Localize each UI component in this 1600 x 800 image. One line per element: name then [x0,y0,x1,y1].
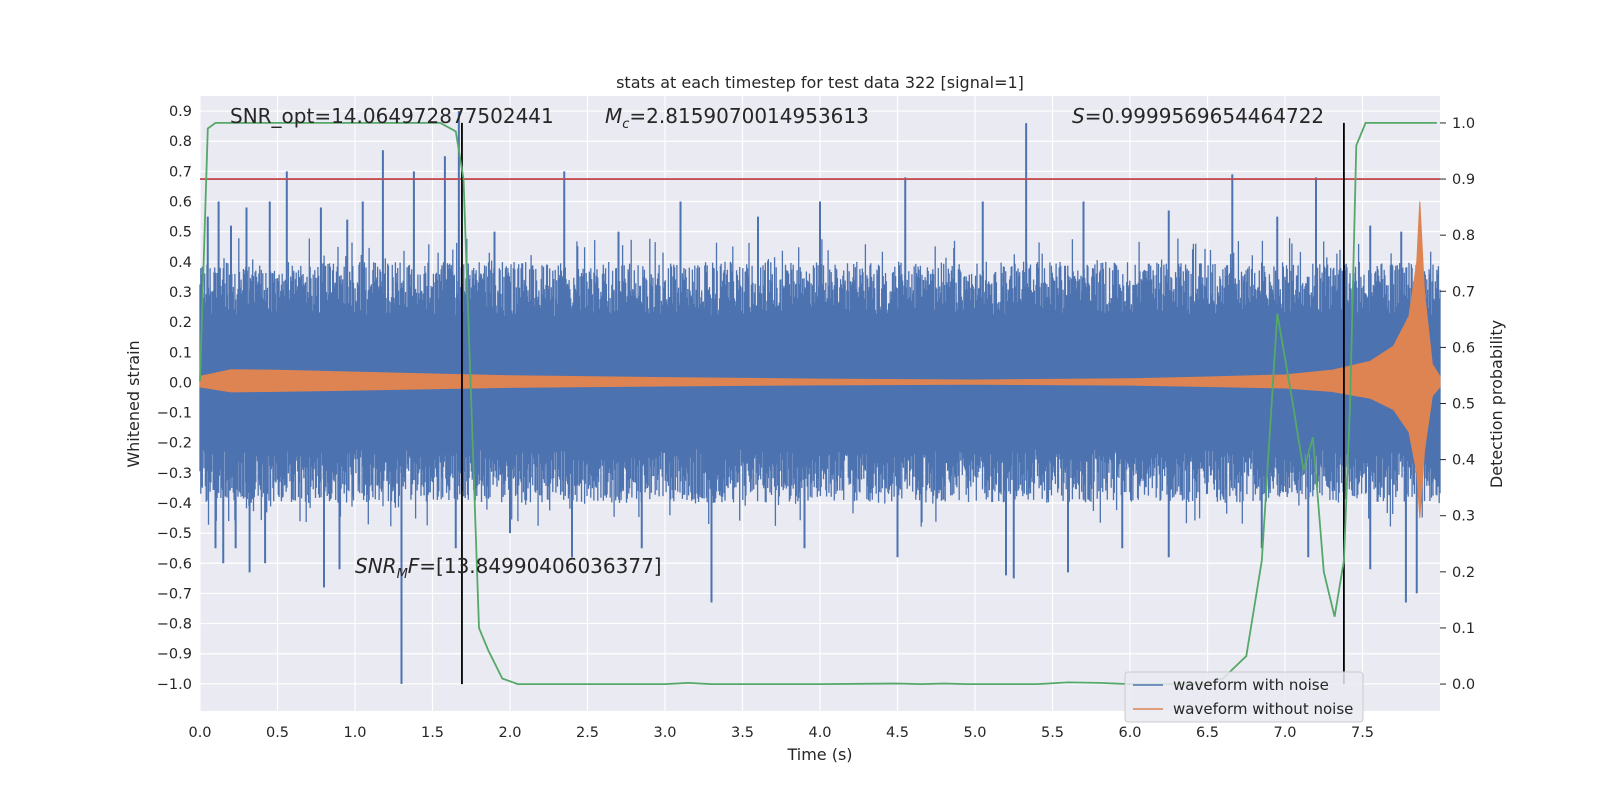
snr-opt-annotation: SNR_opt=14.064972877502441 [230,104,554,128]
x-tick-label: 1.0 [343,725,366,741]
x-tick-label: 0.5 [266,725,289,741]
right-y-tick-label: 0.3 [1452,509,1475,525]
y-tick-label: 0.9 [169,104,192,120]
right-y-tick-label: 0.8 [1452,228,1475,244]
right-y-tick-label: 0.7 [1452,284,1475,300]
right-y-tick-label: 0.4 [1452,453,1475,469]
waveform-without-noise-series [199,201,1441,519]
x-tick-label: 5.5 [1041,725,1064,741]
vertical-markers [461,122,1345,685]
snr-mf-annotation: SNRMF=[13.84990406036377] [355,554,662,582]
y-tick-label: −0.1 [157,406,192,422]
x-axis-label: Time (s) [786,745,852,764]
detection-probability-line [199,122,1437,686]
y-tick-label: −0.5 [157,526,192,542]
x-tick-label: 5.0 [963,725,986,741]
right-y-tick-label: 0.9 [1452,172,1475,188]
y-tick-label: 0.4 [169,255,192,271]
snr-mf-symbol: SNR [355,554,397,578]
s-symbol: S [1072,104,1085,128]
y-tick-label: −0.2 [157,436,192,452]
x-tick-label: 7.0 [1273,725,1296,741]
y-tick-label: 0.0 [169,375,192,391]
y-axis-ticks: 0.9 0.8 0.7 0.6 0.5 0.4 0.3 0.2 0.1 0.0 −0.1 −0.2 −0… [157,104,192,693]
right-y-tick-label: 0.5 [1452,397,1475,413]
x-tick-label: 6.0 [1118,725,1141,741]
snr-mf-subscript: M [397,567,408,582]
y-tick-label: 0.8 [169,134,192,150]
y-tick-label: 0.6 [169,195,192,211]
y-tick-label: −0.8 [157,617,192,633]
s-annotation: S=0.9999569654464722 [1072,104,1324,128]
x-tick-label: 2.5 [576,725,599,741]
chirp-mass-value: =2.8159070014953613 [629,104,868,128]
x-tick-label: 1.5 [421,725,444,741]
legend-label-clean: waveform without noise [1173,700,1353,718]
y-axis-label: Whitened strain [124,340,143,467]
y-tick-label: 0.1 [169,345,192,361]
detection-probability-series [199,122,1437,686]
x-tick-label: 3.5 [731,725,754,741]
y-tick-label: 0.3 [169,285,192,301]
x-tick-label: 2.0 [498,725,521,741]
chirp-mass-symbol: M [605,104,622,128]
s-value: =0.9999569654464722 [1085,104,1324,128]
y-tick-label: −0.6 [157,556,192,572]
y-tick-label: −0.7 [157,586,192,602]
right-y-tick-label: 0.1 [1452,621,1475,637]
x-tick-label: 4.5 [886,725,909,741]
y-tick-label: 0.5 [169,225,192,241]
x-tick-label: 7.5 [1351,725,1374,741]
y-tick-label: −0.3 [157,466,192,482]
legend-box [1124,671,1364,723]
snr-mf-value: =[13.84990406036377] [419,554,661,578]
right-y-tick-label: 0.2 [1452,565,1475,581]
snr-mf-f: F [408,554,420,578]
x-tick-label: 4.0 [808,725,831,741]
clean-waveform-envelope [199,201,1441,519]
y-tick-label: −0.9 [157,647,192,663]
x-axis-ticks: 0.0 0.5 1.0 1.5 2.0 2.5 3.0 3.5 4.0 4.5 5.0 5.5 6.0 6… [188,725,1374,741]
y-tick-label: 0.2 [169,315,192,331]
y-tick-label: −1.0 [157,677,192,693]
legend: waveform with noise waveform without noi… [1124,671,1364,723]
legend-label-noise: waveform with noise [1173,676,1329,694]
x-tick-label: 6.5 [1196,725,1219,741]
y-tick-label: 0.7 [169,164,192,180]
right-y-tick-label: 0.0 [1452,677,1475,693]
x-tick-label: 3.0 [653,725,676,741]
chirp-mass-subscript: c [622,117,629,132]
x-tick-label: 0.0 [188,725,211,741]
y-tick-label: −0.4 [157,496,192,512]
right-y-tick-label: 1.0 [1452,116,1475,132]
chirp-mass-annotation: Mc=2.8159070014953613 [605,104,869,132]
right-y-axis-ticks: 1.0 0.9 0.8 0.7 0.6 0.5 0.4 0.3 0.2 0.1 0.0 [1440,116,1475,693]
right-y-axis-label: Detection probability [1487,320,1506,488]
right-y-tick-label: 0.6 [1452,340,1475,356]
chart-title: stats at each timestep for test data 322… [616,73,1024,92]
